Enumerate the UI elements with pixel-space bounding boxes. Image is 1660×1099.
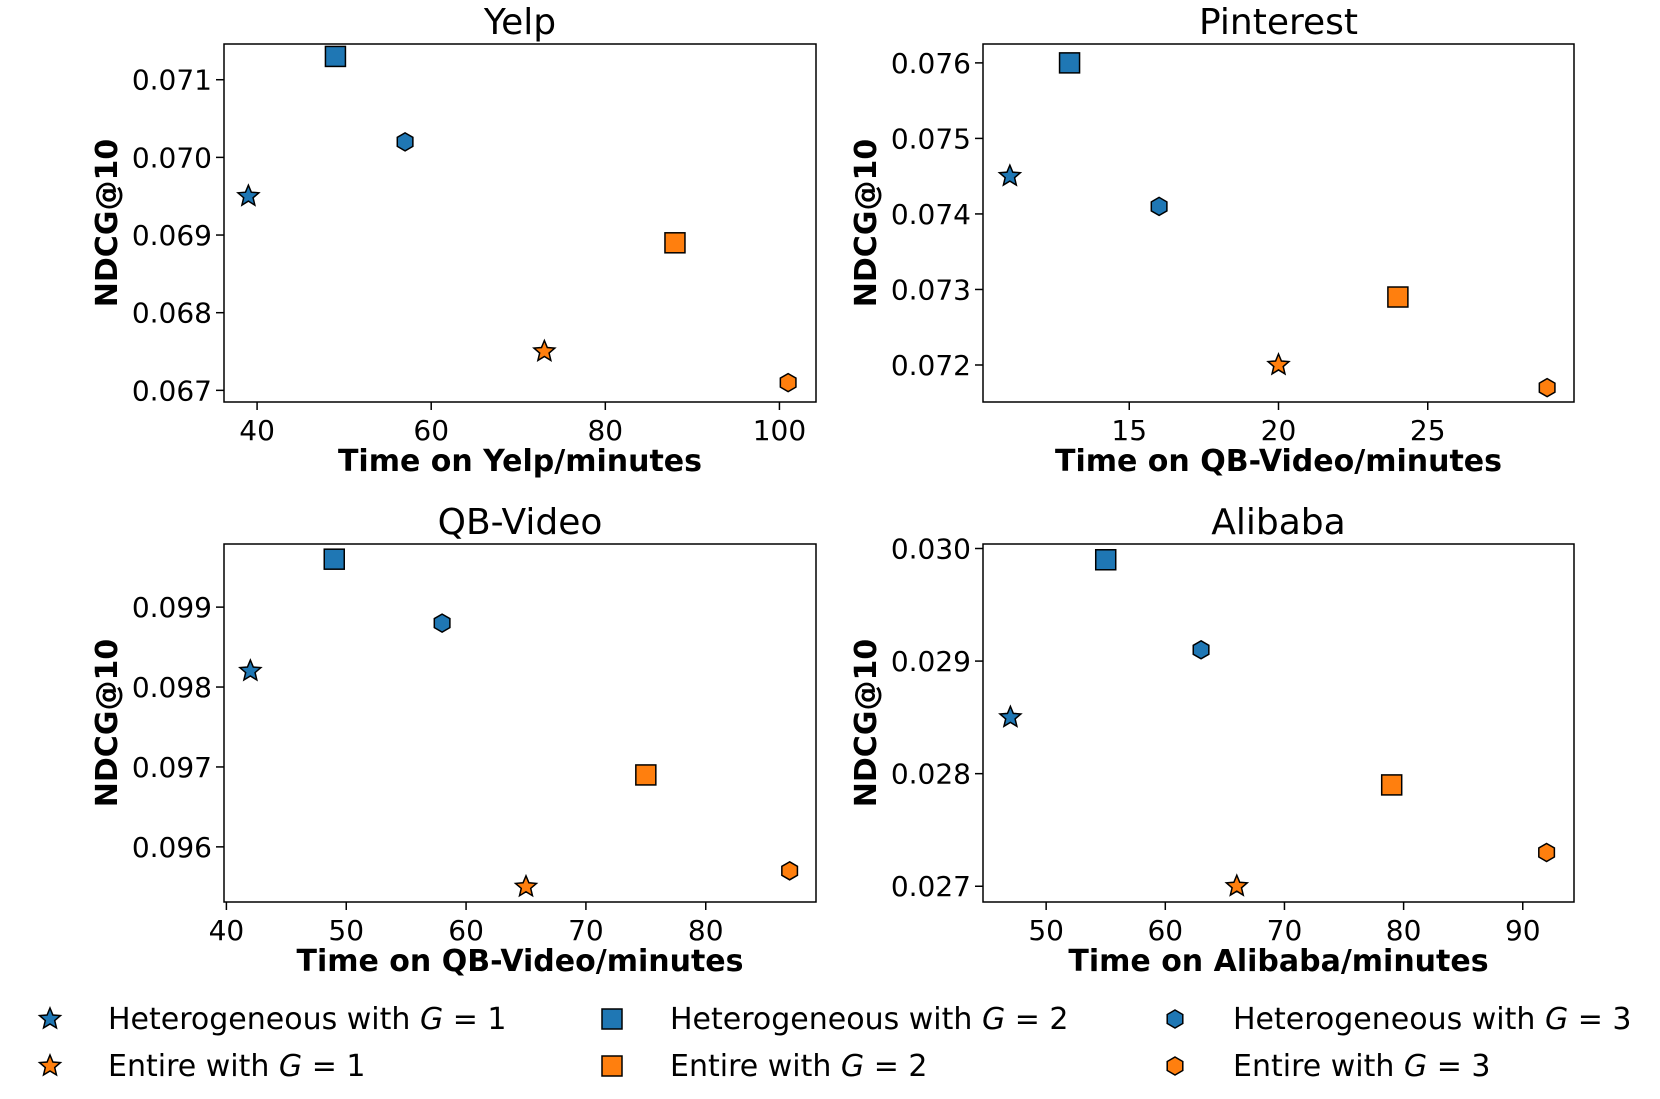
y-tick-label: 0.098 [132,671,212,704]
data-point-het1 [238,658,263,682]
plot-frame [982,543,1575,903]
x-tick-label: 80 [587,414,623,447]
legend-item-het1: Heterogeneous with G = 1 [37,1002,507,1037]
data-point-het3 [396,131,414,152]
x-axis-label: Time on Alibaba/minutes [1068,944,1488,979]
x-tick-label: 40 [239,414,275,447]
data-point-ent2 [664,232,686,254]
y-tick-label: 0.074 [891,198,971,231]
y-tick-label: 0.073 [891,273,971,306]
data-point-het2 [1094,549,1117,571]
chart-title: Alibaba [1211,502,1345,543]
y-axis-label: NDCG@10 [90,639,125,807]
x-tick-label: 40 [209,914,245,947]
y-tick-label: 0.030 [891,533,971,566]
y-tick-label: 0.029 [891,645,971,678]
chart-panel-4: Alibaba 50 60 70 80 90 0.027 0.028 0.029 0.030 Tim… [849,502,1575,979]
x-axis-label: Time on QB-Video/minutes [296,944,743,979]
y-tick-label: 0.068 [132,297,212,330]
data-point-ent2 [635,764,657,786]
y-axis-label: NDCG@10 [90,139,125,307]
chart-panel-3: QB-Video 40 50 60 70 80 0.096 0.097 0.098 0.099 Ti… [90,502,817,979]
data-point-ent3 [779,372,797,393]
x-tick-label: 50 [1028,914,1064,947]
legend-marker-hexagon [1166,1009,1184,1029]
legend-label: Entire with G = 2 [670,1049,927,1084]
x-tick-label: 60 [1147,914,1183,947]
data-point-het3 [1150,196,1168,217]
x-tick-label: 100 [753,414,806,447]
x-tick-label: 50 [328,914,364,947]
y-tick-label: 0.028 [891,758,971,791]
data-point-het3 [433,613,451,633]
legend-label: Heterogeneous with G = 2 [670,1002,1069,1037]
legend-marker-star [37,1053,63,1077]
x-tick-label: 80 [1386,914,1422,947]
data-point-ent2 [1380,774,1403,796]
x-tick-label: 80 [688,914,724,947]
x-tick-label: 15 [1111,414,1147,447]
y-tick-label: 0.069 [132,219,212,252]
y-tick-label: 0.067 [132,374,212,407]
x-tick-label: 70 [1267,914,1303,947]
data-point-het2 [324,45,347,68]
data-point-het1 [236,183,261,207]
plot-frame [223,543,817,903]
y-tick-label: 0.027 [891,870,971,903]
y-tick-label: 0.076 [891,47,971,80]
y-tick-label: 0.072 [891,349,971,382]
plot-frame [223,43,817,403]
y-tick-label: 0.075 [891,122,971,155]
y-tick-label: 0.071 [132,64,212,97]
data-point-het2 [323,548,346,570]
data-point-het1 [998,704,1023,728]
data-point-ent3 [1538,842,1556,863]
plot-frame [982,43,1575,403]
x-tick-label: 60 [448,914,484,947]
legend-label: Entire with G = 1 [108,1049,365,1084]
x-tick-label: 25 [1410,414,1446,447]
x-tick-label: 20 [1261,414,1297,447]
data-point-ent1 [513,873,539,898]
data-point-ent1 [532,338,557,363]
legend-marker-hexagon [1166,1056,1184,1076]
legend-item-het2: Heterogeneous with G = 2 [601,1002,1069,1037]
y-tick-label: 0.097 [132,751,212,784]
data-point-ent1 [1266,352,1291,376]
legend: Heterogeneous with G = 1 Heterogeneous wi… [37,1002,1632,1084]
chart-title: QB-Video [438,502,603,543]
x-tick-label: 90 [1505,914,1541,947]
y-tick-label: 0.096 [132,831,212,864]
legend-marker-square [601,1008,623,1030]
chart-panel-1: Yelp 40 60 80 100 0.067 0.068 0.069 0.070 0.071 Ti… [90,2,817,479]
data-point-ent3 [781,860,799,881]
data-point-ent3 [1538,377,1556,398]
legend-item-ent2: Entire with G = 2 [601,1049,927,1084]
x-tick-label: 60 [413,414,449,447]
data-point-het2 [1058,52,1081,74]
data-point-ent1 [1224,873,1250,897]
legend-label: Heterogeneous with G = 3 [1233,1002,1632,1037]
legend-label: Heterogeneous with G = 1 [108,1002,507,1037]
legend-item-ent1: Entire with G = 1 [37,1049,365,1084]
chart-panel-2: Pinterest 15 20 25 0.072 0.073 0.074 0.075 0.076… [849,2,1575,479]
legend-item-ent3: Entire with G = 3 [1166,1049,1490,1084]
x-tick-label: 70 [568,914,604,947]
chart-title: Pinterest [1199,2,1358,43]
y-tick-label: 0.070 [132,141,212,174]
legend-label: Entire with G = 3 [1233,1049,1490,1084]
legend-item-het3: Heterogeneous with G = 3 [1166,1002,1632,1037]
data-point-het3 [1192,639,1210,660]
legend-marker-star [37,1006,63,1030]
y-axis-label: NDCG@10 [849,139,884,307]
y-tick-label: 0.099 [132,591,212,624]
legend-marker-square [601,1055,623,1077]
data-point-ent2 [1387,286,1409,308]
y-axis-label: NDCG@10 [849,639,884,807]
x-axis-label: Time on Yelp/minutes [338,444,702,479]
x-axis-label: Time on QB-Video/minutes [1055,444,1502,479]
chart-title: Yelp [483,2,556,43]
data-point-het1 [997,163,1023,187]
